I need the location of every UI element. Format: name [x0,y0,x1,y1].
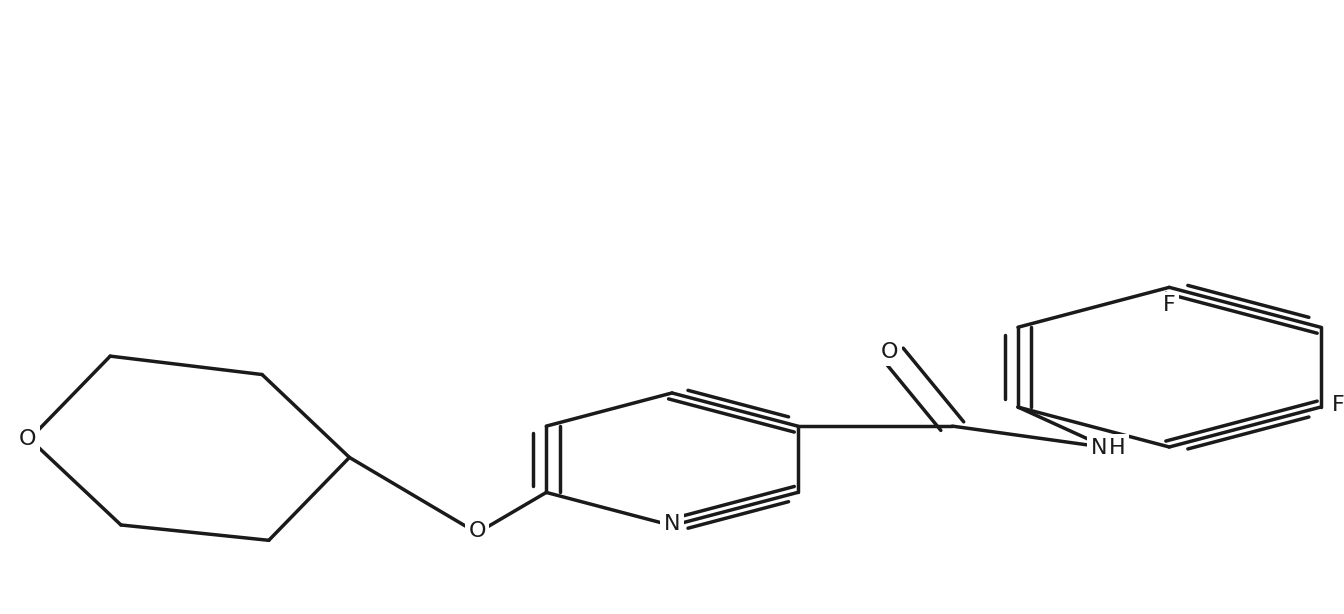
Text: N: N [1090,438,1107,457]
Text: O: O [468,521,487,541]
Text: H: H [1109,438,1125,457]
Text: O: O [882,343,899,362]
Text: N: N [664,513,680,534]
Text: F: F [1163,295,1176,316]
Text: F: F [1332,395,1344,415]
Text: O: O [19,429,36,449]
